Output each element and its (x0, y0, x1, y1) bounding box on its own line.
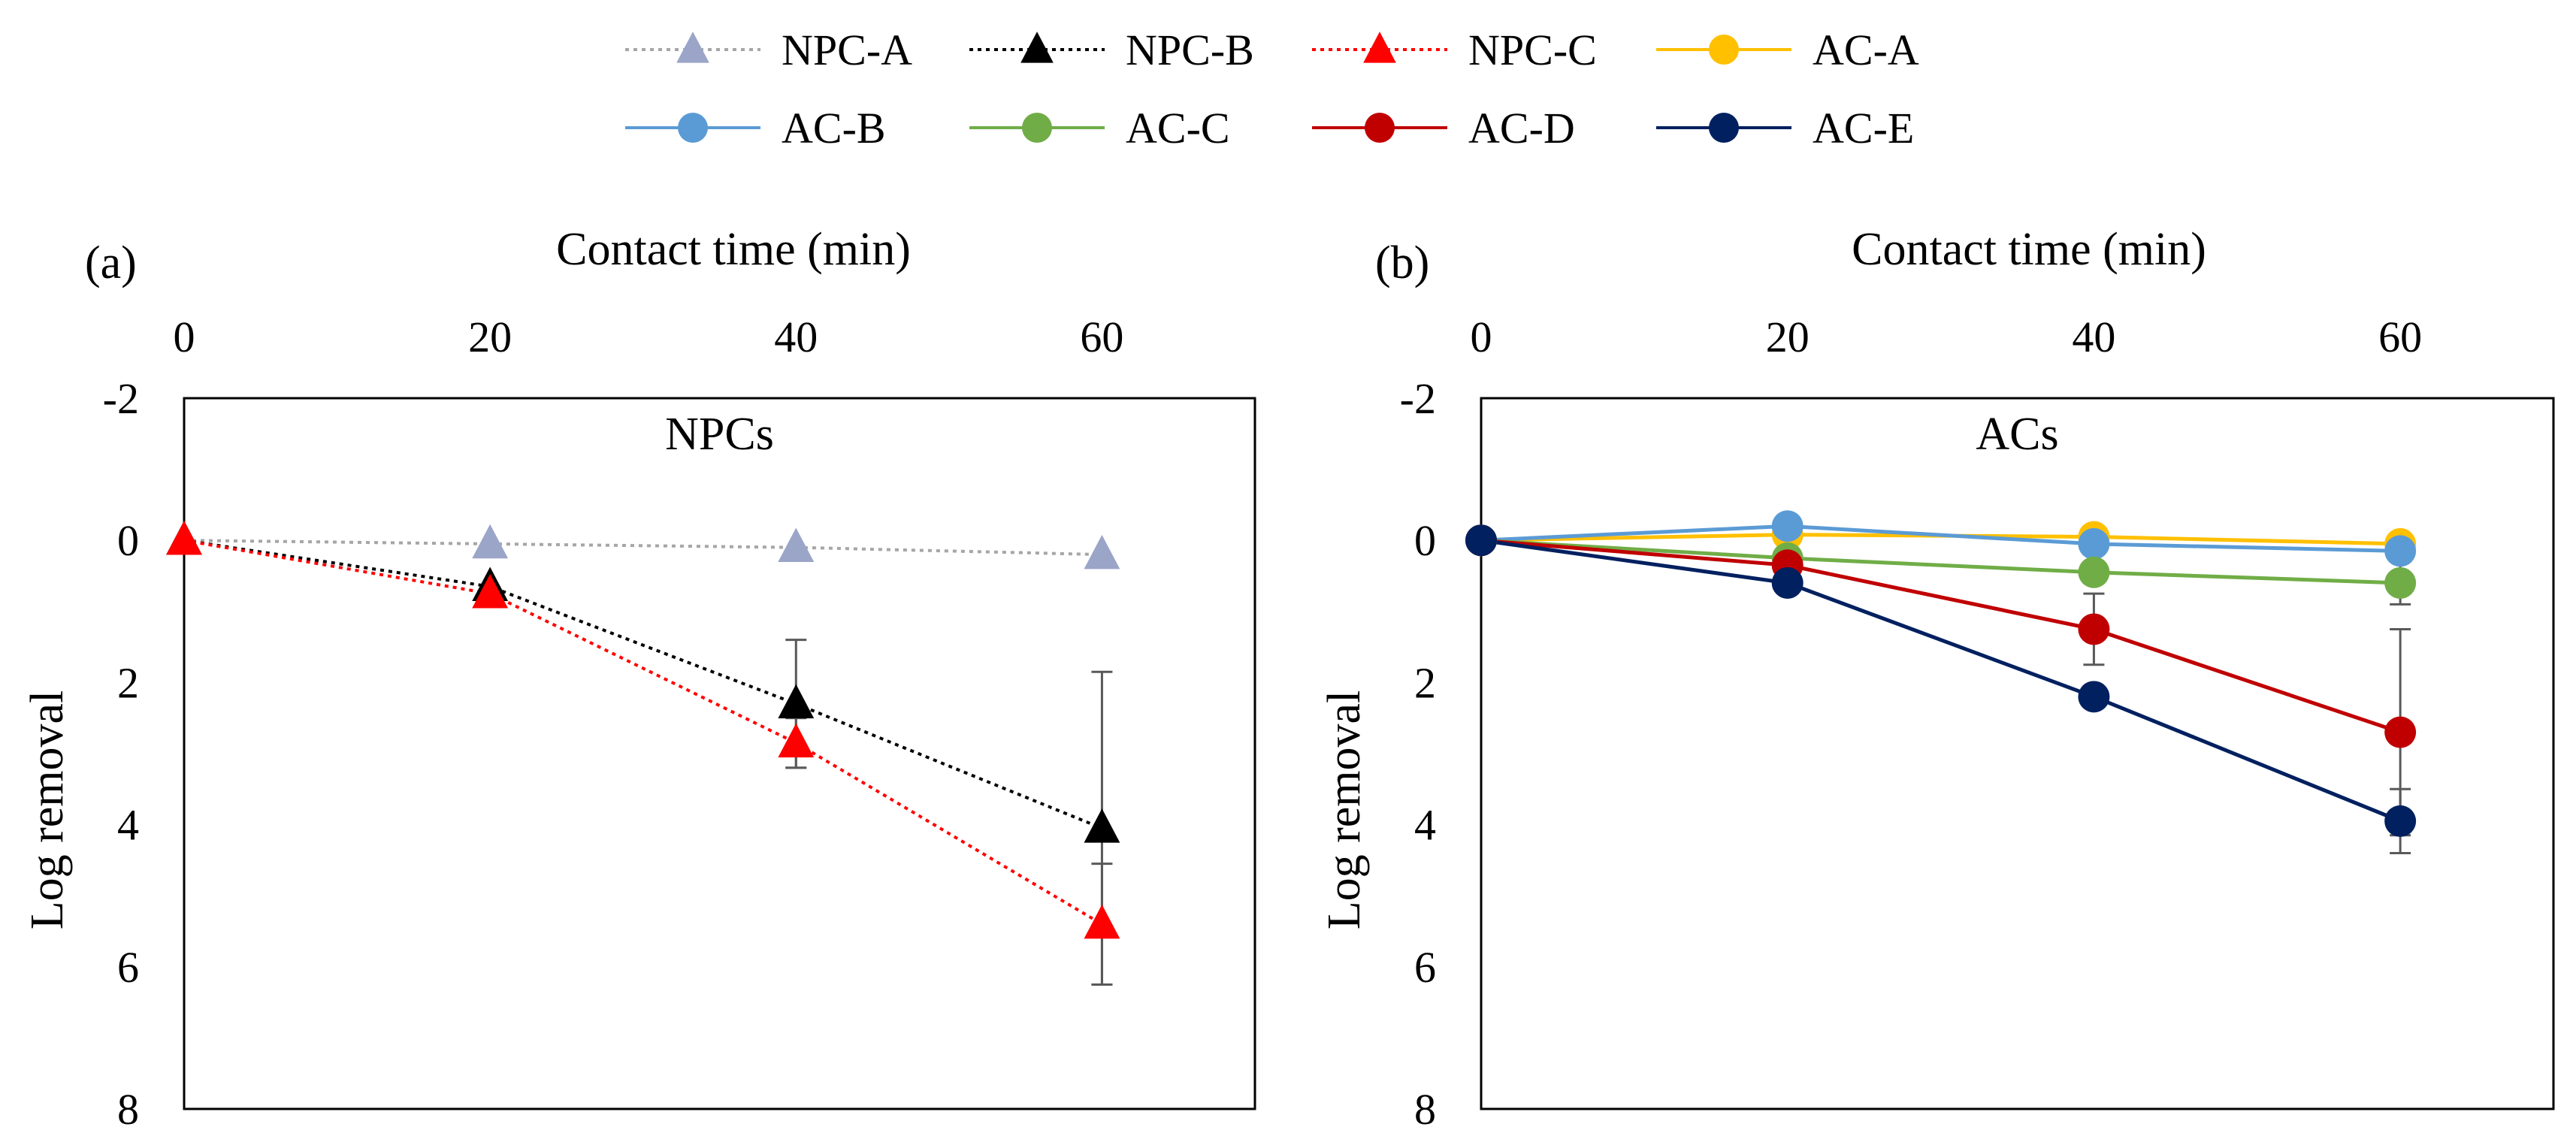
legend: NPC-A NPC-B NPC-C AC-A AC-B AC-C AC-D AC-E (625, 26, 1919, 153)
data-point-ac-b (1771, 510, 1804, 542)
data-point-ac-b (2078, 527, 2110, 560)
data-point-ac-c (2384, 566, 2417, 599)
panel-a: (a) Contact time (min) 0 20 40 60 -2 0 2 4 6 8 Log r… (22, 224, 1256, 1134)
y-tick-label: 2 (1414, 658, 1436, 707)
legend-label-npc-b: NPC-B (1126, 26, 1254, 74)
data-point-ac-e (1465, 524, 1497, 557)
series-line-ac-b (1480, 524, 2401, 553)
data-point-ac-b (2384, 535, 2417, 567)
y-axis-title: Log removal (1319, 690, 1370, 930)
data-point-npc-b (778, 684, 815, 719)
data-point-ac-e (1771, 566, 1804, 599)
y-tick-label: -2 (1400, 374, 1436, 423)
legend-marker-ac-d (1365, 113, 1395, 143)
data-point-npc-c (778, 723, 815, 758)
legend-item-npc-c: NPC-C (1312, 26, 1597, 74)
legend-label-ac-d: AC-D (1468, 104, 1575, 153)
data-point-npc-a (472, 524, 509, 559)
legend-marker-npc-c (1363, 32, 1396, 63)
series-line-npc-b (183, 539, 1103, 830)
legend-label-ac-a: AC-A (1813, 26, 1919, 74)
legend-label-ac-e: AC-E (1813, 104, 1914, 153)
series-line-npc-c (183, 539, 1103, 926)
legend-marker-ac-b (678, 113, 708, 143)
data-point-ac-e (2078, 681, 2110, 713)
y-tick-label: 8 (1414, 1085, 1436, 1134)
x-axis-title: Contact time (min) (1852, 224, 2206, 275)
y-tick-label: -2 (103, 374, 139, 423)
x-tick-label: 60 (2378, 313, 2422, 361)
series-line-ac-e (1480, 538, 2402, 823)
legend-marker-ac-a (1709, 35, 1739, 65)
legend-marker-npc-a (676, 32, 709, 63)
y-tick-label: 2 (117, 658, 139, 707)
chart-title: ACs (1976, 409, 2058, 460)
y-tick-label: 6 (1414, 943, 1436, 992)
legend-item-ac-e: AC-E (1656, 104, 1914, 153)
y-tick-label: 0 (117, 516, 139, 565)
data-point-npc-c (166, 521, 202, 555)
legend-label-ac-c: AC-C (1126, 104, 1230, 153)
x-tick-label: 0 (174, 313, 195, 361)
legend-label-npc-c: NPC-C (1468, 26, 1597, 74)
series-line-ac-c (1480, 538, 2401, 585)
data-point-npc-b (1084, 808, 1120, 843)
chart-title: NPCs (665, 409, 774, 460)
data-point-ac-d (2078, 613, 2110, 645)
y-tick-label: 0 (1414, 516, 1436, 565)
legend-item-ac-d: AC-D (1312, 104, 1575, 153)
panel-label: (b) (1375, 237, 1429, 289)
legend-item-ac-a: AC-A (1656, 26, 1919, 74)
x-tick-label: 0 (1471, 313, 1492, 361)
x-axis-title: Contact time (min) (556, 224, 911, 275)
data-point-ac-e (2384, 805, 2417, 837)
plot-frame (1480, 397, 2555, 1110)
legend-marker-npc-b (1020, 32, 1054, 63)
y-tick-label: 4 (1414, 801, 1436, 850)
series-line-ac-d (1480, 538, 2401, 734)
x-tick-label: 40 (774, 313, 818, 361)
data-point-ac-c (2078, 556, 2110, 588)
y-tick-label: 4 (117, 801, 139, 850)
plot-frame (183, 397, 1256, 1110)
legend-item-ac-c: AC-C (969, 104, 1230, 153)
legend-item-ac-b: AC-B (625, 104, 886, 153)
legend-marker-ac-e (1709, 113, 1739, 143)
x-tick-label: 20 (1766, 313, 1810, 361)
legend-item-npc-b: NPC-B (969, 26, 1254, 74)
data-point-npc-c (472, 573, 509, 609)
x-tick-label: 60 (1080, 313, 1123, 361)
y-axis-title: Log removal (22, 690, 73, 930)
x-tick-label: 40 (2072, 313, 2115, 361)
data-point-npc-a (1084, 534, 1120, 569)
series-line-npc-a (183, 539, 1102, 557)
data-point-npc-a (778, 527, 815, 562)
panel-b: (b) Contact time (min) 0 20 40 60 -2 0 2 4 6 8 Log r… (1319, 224, 2555, 1134)
legend-label-npc-a: NPC-A (782, 26, 912, 74)
data-point-ac-d (2384, 716, 2417, 748)
legend-item-npc-a: NPC-A (625, 26, 912, 74)
y-tick-label: 6 (117, 943, 139, 992)
legend-label-ac-b: AC-B (782, 104, 886, 153)
y-tick-label: 8 (117, 1085, 139, 1134)
x-tick-label: 20 (468, 313, 512, 361)
legend-marker-ac-c (1022, 113, 1052, 143)
panel-label: (a) (85, 237, 137, 289)
data-point-npc-c (1084, 904, 1120, 939)
